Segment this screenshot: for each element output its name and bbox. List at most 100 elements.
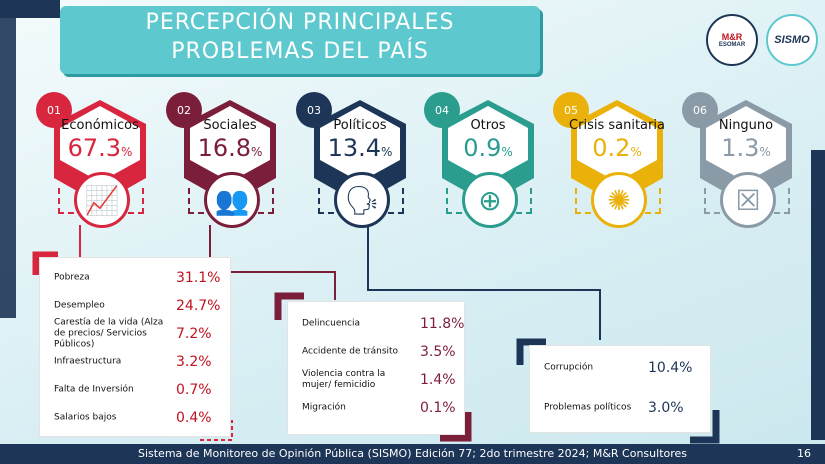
category-label: Otros — [470, 118, 506, 133]
list-item-value: 0.4% — [176, 410, 212, 426]
connector-lines — [32, 225, 720, 444]
category-number: 02 — [166, 92, 202, 128]
category-value: 16.8% — [180, 134, 280, 162]
list-item-value: 24.7% — [176, 298, 221, 314]
category-value-number: 0.2 — [592, 134, 631, 162]
list-item: Salarios bajos 0.4% — [40, 404, 230, 432]
category-4: 04 Otros 0.9% ⊕ — [424, 92, 552, 272]
list-item: Accidente de tránsito 3.5% — [288, 338, 464, 366]
category-value-unit: % — [630, 145, 642, 159]
ballot-x-icon: ☒ — [720, 172, 776, 228]
list-item: Desempleo 24.7% — [40, 292, 230, 320]
crowd-icon: 👥 — [204, 172, 260, 228]
title-line-2: PROBLEMAS DEL PAÍS — [171, 39, 429, 64]
list-item-value: 0.1% — [420, 400, 456, 416]
category-hexagon — [700, 100, 792, 204]
list-item-value: 3.0% — [648, 400, 684, 416]
category-label: Ninguno — [718, 118, 774, 133]
list-item-label: Problemas políticos — [544, 402, 632, 413]
title-box — [60, 6, 540, 74]
list-item-label: Carestía de la vida (Alza de precios/ Se… — [54, 317, 164, 350]
category-number: 05 — [553, 92, 589, 128]
mr-esomar-logo: M&R ESOMAR — [706, 14, 758, 66]
politicians-icon: 🗣 — [334, 172, 390, 228]
list-item: Infraestructura 3.2% — [40, 348, 230, 376]
category-6: 06 Ninguno 1.3% ☒ — [682, 92, 810, 272]
footer-text: Sistema de Monitoreo de Opinión Pública … — [137, 447, 688, 460]
list-item-value: 1.4% — [420, 372, 456, 388]
category-hexagon — [442, 100, 534, 204]
list-item: Carestía de la vida (Alza de precios/ Se… — [40, 317, 230, 350]
page-number: 16 — [797, 447, 811, 460]
category-hexagon — [571, 100, 663, 204]
list-item-label: Falta de Inversión — [54, 384, 134, 395]
list-item-label: Desempleo — [54, 300, 105, 311]
category-hexagon — [184, 100, 276, 204]
category-value-number: 13.4 — [327, 134, 382, 162]
corner-band — [0, 0, 60, 18]
category-label: Sociales — [203, 118, 257, 133]
list-item-value: 11.8% — [420, 316, 465, 332]
category-5: 05 Crisis sanitaria 0.2% ✺ — [553, 92, 681, 272]
list-item-value: 31.1% — [176, 270, 221, 286]
category-label: Políticos — [333, 118, 387, 133]
title-line-1: PERCEPCIÓN PRINCIPALES — [145, 10, 455, 35]
left-band — [0, 18, 16, 318]
list-item-label: Delincuencia — [302, 318, 361, 329]
list-item-label: Infraestructura — [54, 356, 122, 367]
list-item: Corrupción 10.4% — [530, 348, 710, 388]
category-number: 03 — [296, 92, 332, 128]
category-hexagon — [314, 100, 406, 204]
list-item-value: 3.5% — [420, 344, 456, 360]
category-value: 0.9% — [438, 134, 538, 162]
category-value: 67.3% — [50, 134, 150, 162]
category-label: Crisis sanitaria — [569, 118, 665, 133]
category-label: Económicos — [61, 118, 139, 133]
list-item-value: 10.4% — [648, 360, 693, 376]
economy-chart-icon: 📈 — [74, 172, 130, 228]
list-item-label: Corrupción — [544, 362, 594, 373]
category-number: 01 — [36, 92, 72, 128]
category-value-number: 16.8 — [197, 134, 252, 162]
page-title: PERCEPCIÓN PRINCIPALES PROBLEMAS DEL PAÍ… — [60, 8, 540, 66]
right-band — [811, 150, 825, 440]
category-1: 01 Económicos 67.3% 📈 — [36, 92, 164, 272]
list-item: Violencia contra la mujer/ femicidio 1.4% — [288, 366, 464, 394]
list-item-label: Accidente de tránsito — [302, 346, 399, 357]
list-sociales: Delincuencia 11.8% Accidente de tránsito 3.… — [288, 302, 464, 434]
list-item: Problemas políticos 3.0% — [530, 388, 710, 428]
mr-logo-text: M&R — [721, 32, 743, 42]
category-hexagon — [54, 100, 146, 204]
list-item-label: Pobreza — [54, 272, 90, 283]
category-number: 06 — [682, 92, 718, 128]
list-item-value: 0.7% — [176, 382, 212, 398]
list-item-value: 7.2% — [176, 326, 212, 342]
list-economicos: Pobreza 31.1% Desempleo 24.7% Carestía de la… — [40, 258, 230, 436]
category-value-unit: % — [251, 145, 263, 159]
category-number: 04 — [424, 92, 460, 128]
sismo-logo: SISMO — [766, 14, 818, 66]
sismo-logo-text: SISMO — [774, 34, 810, 46]
footer: Sistema de Monitoreo de Opinión Pública … — [0, 444, 825, 464]
esomar-logo-text: ESOMAR — [718, 42, 746, 48]
category-3: 03 Políticos 13.4% 🗣 — [296, 92, 424, 272]
category-value-unit: % — [759, 145, 771, 159]
category-value-unit: % — [501, 145, 513, 159]
list-item-value: 3.2% — [176, 354, 212, 370]
list-item: Migración 0.1% — [288, 394, 464, 422]
virus-icon: ✺ — [591, 172, 647, 228]
list-item-label: Migración — [302, 402, 346, 413]
category-value-unit: % — [121, 145, 133, 159]
category-2: 02 Sociales 16.8% 👥 — [166, 92, 294, 272]
category-value-number: 67.3 — [67, 134, 122, 162]
category-value: 0.2% — [567, 134, 667, 162]
category-value-number: 1.3 — [721, 134, 760, 162]
category-value-number: 0.9 — [463, 134, 502, 162]
list-item-label: Salarios bajos — [54, 412, 117, 423]
category-value: 13.4% — [310, 134, 410, 162]
list-item: Pobreza 31.1% — [40, 264, 230, 292]
list-item: Falta de Inversión 0.7% — [40, 376, 230, 404]
list-item-label: Violencia contra la mujer/ femicidio — [302, 369, 386, 390]
category-value-unit: % — [381, 145, 393, 159]
category-value: 1.3% — [696, 134, 796, 162]
